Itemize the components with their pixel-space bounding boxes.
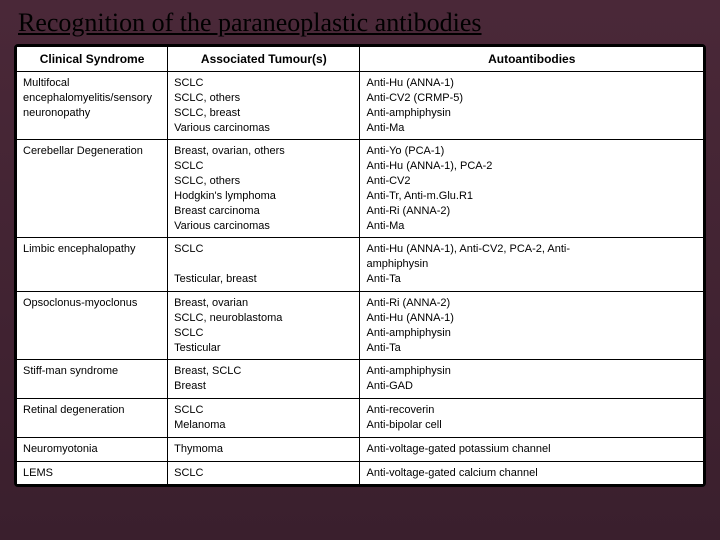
cell-line: Neuromyotonia: [23, 442, 161, 457]
cell-line: Anti-Yo (PCA-1): [366, 144, 697, 159]
cell-line: Anti-CV2: [366, 174, 697, 189]
cell-line: LEMS: [23, 466, 161, 481]
cell-tumour: SCLC: [168, 461, 360, 485]
antibody-table: Clinical Syndrome Associated Tumour(s) A…: [16, 46, 704, 485]
cell-line: Anti-Tr, Anti-m.Glu.R1: [366, 189, 697, 204]
table-row: Neuromyotonia Thymoma Anti-voltage-gated p…: [17, 437, 704, 461]
cell-line: Stiff-man syndrome: [23, 364, 161, 379]
cell-syndrome: Neuromyotonia: [17, 437, 168, 461]
cell-line: Cerebellar Degeneration: [23, 144, 161, 159]
cell-line: Anti-bipolar cell: [366, 418, 697, 433]
col-header-syndrome: Clinical Syndrome: [17, 47, 168, 72]
cell-line: Opsoclonus-myoclonus: [23, 296, 161, 311]
cell-auto: Anti-recoverinAnti-bipolar cell: [360, 399, 704, 438]
cell-auto: Anti-amphiphysinAnti-GAD: [360, 360, 704, 399]
cell-line: Hodgkin's lymphoma: [174, 189, 353, 204]
cell-tumour: SCLC Testicular, breast: [168, 238, 360, 292]
cell-line: Various carcinomas: [174, 121, 353, 136]
cell-line: Anti-amphiphysin: [366, 326, 697, 341]
cell-line: Various carcinomas: [174, 219, 353, 234]
cell-line: Anti-Ma: [366, 121, 697, 136]
table-row: Stiff-man syndromeBreast, SCLCBreastAnti…: [17, 360, 704, 399]
table-header-row: Clinical Syndrome Associated Tumour(s) A…: [17, 47, 704, 72]
table-row: Opsoclonus-myoclonus Breast, ovarianSCLC,…: [17, 291, 704, 359]
cell-auto: Anti-Yo (PCA-1)Anti-Hu (ANNA-1), PCA-2An…: [360, 140, 704, 238]
cell-line: Anti-Hu (ANNA-1): [366, 311, 697, 326]
cell-line: SCLC, neuroblastoma: [174, 311, 353, 326]
cell-line: Testicular: [174, 341, 353, 356]
cell-line: Anti-Hu (ANNA-1): [366, 76, 697, 91]
cell-line: amphiphysin: [366, 257, 697, 272]
cell-line: Retinal degeneration: [23, 403, 161, 418]
cell-line: Breast, ovarian: [174, 296, 353, 311]
cell-line: SCLC: [174, 242, 353, 257]
cell-line: Anti-Ta: [366, 272, 697, 287]
cell-line: encephalomyelitis/sensory: [23, 91, 161, 106]
cell-auto: Anti-Hu (ANNA-1), Anti-CV2, PCA-2, Anti-…: [360, 238, 704, 292]
cell-line: Anti-voltage-gated potassium channel: [366, 442, 697, 457]
table-row: LEMS SCLC Anti-voltage-gated calcium chann…: [17, 461, 704, 485]
cell-line: SCLC, others: [174, 174, 353, 189]
cell-line: Anti-Ri (ANNA-2): [366, 296, 697, 311]
cell-auto: Anti-voltage-gated calcium channel: [360, 461, 704, 485]
cell-line: Anti-CV2 (CRMP-5): [366, 91, 697, 106]
cell-line: Breast, SCLC: [174, 364, 353, 379]
col-header-autoantibodies: Autoantibodies: [360, 47, 704, 72]
cell-syndrome: Multifocalencephalomyelitis/sensoryneuro…: [17, 72, 168, 140]
cell-tumour: Breast, ovarian, othersSCLCSCLC, othersH…: [168, 140, 360, 238]
cell-syndrome: LEMS: [17, 461, 168, 485]
cell-auto: Anti-voltage-gated potassium channel: [360, 437, 704, 461]
cell-syndrome: Retinal degeneration: [17, 399, 168, 438]
cell-line: SCLC: [174, 403, 353, 418]
cell-line: Anti-recoverin: [366, 403, 697, 418]
cell-line: Anti-Ta: [366, 341, 697, 356]
cell-line: SCLC: [174, 466, 353, 481]
cell-line: SCLC: [174, 159, 353, 174]
cell-line: Anti-Hu (ANNA-1), PCA-2: [366, 159, 697, 174]
table-row: Retinal degenerationSCLCMelanomaAnti-rec…: [17, 399, 704, 438]
cell-tumour: SCLCSCLC, othersSCLC, breastVarious carc…: [168, 72, 360, 140]
cell-line: Anti-Ri (ANNA-2): [366, 204, 697, 219]
cell-line: Breast: [174, 379, 353, 394]
cell-line: Limbic encephalopathy: [23, 242, 161, 257]
cell-line: Thymoma: [174, 442, 353, 457]
cell-line: Breast, ovarian, others: [174, 144, 353, 159]
cell-line: Melanoma: [174, 418, 353, 433]
cell-line: [174, 257, 353, 272]
cell-line: Anti-amphiphysin: [366, 364, 697, 379]
cell-line: Anti-Ma: [366, 219, 697, 234]
cell-auto: Anti-Hu (ANNA-1)Anti-CV2 (CRMP-5)Anti-am…: [360, 72, 704, 140]
col-header-tumour: Associated Tumour(s): [168, 47, 360, 72]
table-row: Limbic encephalopathy SCLC Testicular, br…: [17, 238, 704, 292]
table-row: Multifocalencephalomyelitis/sensoryneuro…: [17, 72, 704, 140]
table-row: Cerebellar Degeneration Breast, ovarian, …: [17, 140, 704, 238]
cell-tumour: Breast, SCLCBreast: [168, 360, 360, 399]
cell-syndrome: Stiff-man syndrome: [17, 360, 168, 399]
cell-line: Multifocal: [23, 76, 161, 91]
page-title: Recognition of the paraneoplastic antibo…: [14, 8, 706, 38]
cell-line: Anti-GAD: [366, 379, 697, 394]
cell-tumour: Breast, ovarianSCLC, neuroblastomaSCLCTe…: [168, 291, 360, 359]
cell-line: Testicular, breast: [174, 272, 353, 287]
cell-line: Anti-voltage-gated calcium channel: [366, 466, 697, 481]
cell-tumour: Thymoma: [168, 437, 360, 461]
cell-line: SCLC: [174, 76, 353, 91]
antibody-table-container: Clinical Syndrome Associated Tumour(s) A…: [14, 44, 706, 487]
cell-auto: Anti-Ri (ANNA-2)Anti-Hu (ANNA-1)Anti-amp…: [360, 291, 704, 359]
cell-line: SCLC, others: [174, 91, 353, 106]
cell-line: Anti-Hu (ANNA-1), Anti-CV2, PCA-2, Anti-: [366, 242, 697, 257]
cell-line: Breast carcinoma: [174, 204, 353, 219]
cell-line: SCLC, breast: [174, 106, 353, 121]
cell-syndrome: Opsoclonus-myoclonus: [17, 291, 168, 359]
cell-syndrome: Limbic encephalopathy: [17, 238, 168, 292]
cell-tumour: SCLCMelanoma: [168, 399, 360, 438]
cell-syndrome: Cerebellar Degeneration: [17, 140, 168, 238]
cell-line: neuronopathy: [23, 106, 161, 121]
cell-line: SCLC: [174, 326, 353, 341]
cell-line: Anti-amphiphysin: [366, 106, 697, 121]
